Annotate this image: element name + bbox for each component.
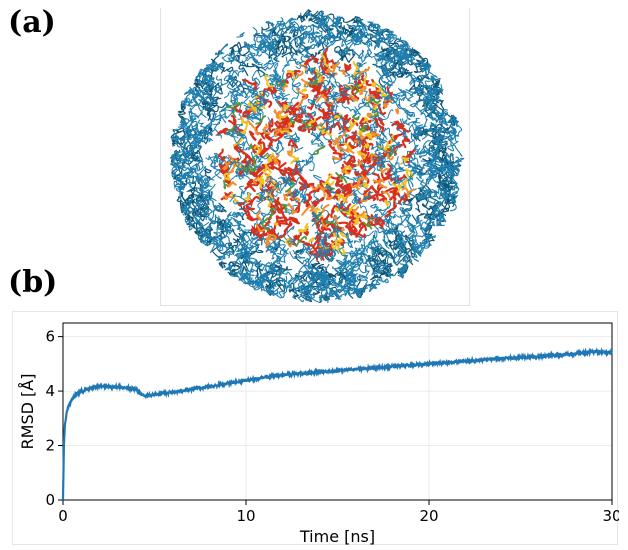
rmsd-chart-svg: 0 10 20 30 0 2 4 6 Time [ns] RMSD [Å] xyxy=(18,322,622,546)
structure-layer xyxy=(224,63,422,262)
x-tick-label: 20 xyxy=(419,507,438,525)
rmsd-series-line xyxy=(61,347,614,501)
structure-layer xyxy=(223,53,415,256)
chart-ticks: 0 10 20 30 0 2 4 6 xyxy=(45,328,621,525)
rmsd-chart: 0 10 20 30 0 2 4 6 Time [ns] RMSD [Å] xyxy=(12,311,622,546)
x-tick-label: 0 xyxy=(58,507,68,525)
x-tick-label: 30 xyxy=(602,507,619,525)
panel-b-label: (b) xyxy=(8,265,58,300)
y-tick-label: 2 xyxy=(45,437,55,455)
structure-layer xyxy=(169,10,465,304)
protein-structure-render xyxy=(169,9,465,304)
y-tick-label: 6 xyxy=(45,328,55,346)
panel-a-label: (a) xyxy=(8,5,56,40)
protein-structure-image xyxy=(160,8,470,306)
y-axis-label: RMSD [Å] xyxy=(18,374,37,450)
plot-area xyxy=(62,322,613,501)
x-tick-label: 10 xyxy=(236,507,255,525)
x-axis-label: Time [ns] xyxy=(299,527,375,546)
y-tick-label: 0 xyxy=(45,491,55,509)
chart-grid xyxy=(62,323,613,501)
y-tick-label: 4 xyxy=(45,382,55,400)
